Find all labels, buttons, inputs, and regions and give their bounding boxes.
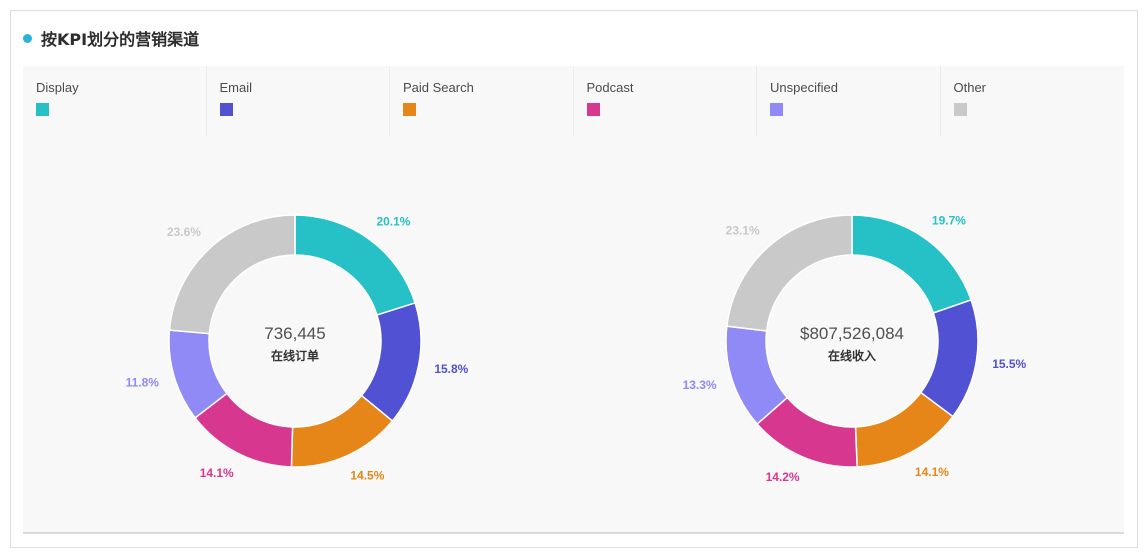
donut-chart-2: 19.7% 15.5% 14.1% 14.2% 13.3% 23.1% $807,526,0… [683, 214, 1027, 484]
legend-swatch [219, 103, 233, 116]
legend: Display Email Paid Search Podcast Unspec… [23, 66, 1124, 136]
slice-label-email: 15.8% [434, 362, 468, 376]
slice-other[interactable] [168, 214, 296, 335]
legend-swatch [586, 103, 600, 116]
legend-label: Email [219, 80, 253, 95]
legend-label: Display [36, 80, 79, 95]
slice-label-display: 20.1% [376, 215, 410, 229]
slice-display[interactable] [851, 214, 973, 314]
chart-panel: Display Email Paid Search Podcast Unspec… [23, 66, 1124, 534]
card-header: 按KPI划分的营销渠道 [23, 26, 199, 50]
slice-label-paid-search: 14.5% [350, 469, 384, 483]
center-label: 在线收入 [828, 348, 876, 363]
slice-label-unspecified: 11.8% [126, 376, 160, 390]
legend-item-paid-search[interactable]: Paid Search [390, 66, 574, 136]
slice-other[interactable] [726, 214, 853, 332]
legend-swatch [770, 103, 783, 116]
slice-label-other: 23.1% [726, 223, 760, 237]
center-value: 736,445 [264, 324, 325, 343]
kpi-channel-card: 按KPI划分的营销渠道 Display Email Paid Search Po… [10, 10, 1138, 548]
slice-label-podcast: 14.2% [766, 470, 800, 484]
slice-label-email: 15.5% [992, 357, 1026, 371]
legend-swatch [36, 103, 49, 116]
legend-swatch [403, 103, 416, 116]
legend-item-unspecified[interactable]: Unspecified [757, 66, 941, 136]
center-value: $807,526,084 [800, 324, 904, 343]
slice-label-podcast: 14.1% [200, 466, 234, 480]
legend-item-email[interactable]: Email [207, 66, 390, 136]
donut-chart-1: 20.1% 15.8% 14.5% 14.1% 11.8% 23.6% 736,445 在线订… [126, 214, 469, 483]
donut-charts: 20.1% 15.8% 14.5% 14.1% 11.8% 23.6% 736,445 在线订… [126, 214, 1027, 484]
center-label: 在线订单 [271, 348, 319, 363]
legend-label: Paid Search [403, 80, 474, 95]
legend-swatch [953, 103, 967, 116]
legend-item-other[interactable]: Other [941, 66, 1125, 136]
slice-label-other: 23.6% [167, 225, 201, 239]
slice-label-paid-search: 14.1% [915, 465, 949, 479]
slice-label-unspecified: 13.3% [683, 378, 717, 392]
legend-label: Podcast [586, 80, 634, 95]
legend-item-podcast[interactable]: Podcast [574, 66, 757, 136]
slice-label-display: 19.7% [932, 214, 966, 228]
card-title: 按KPI划分的营销渠道 [41, 30, 200, 49]
slice-display[interactable] [294, 214, 417, 316]
legend-item-display[interactable]: Display [23, 66, 207, 136]
legend-label: Unspecified [770, 80, 838, 95]
title-bullet-icon [23, 33, 32, 43]
legend-label: Other [953, 80, 987, 95]
